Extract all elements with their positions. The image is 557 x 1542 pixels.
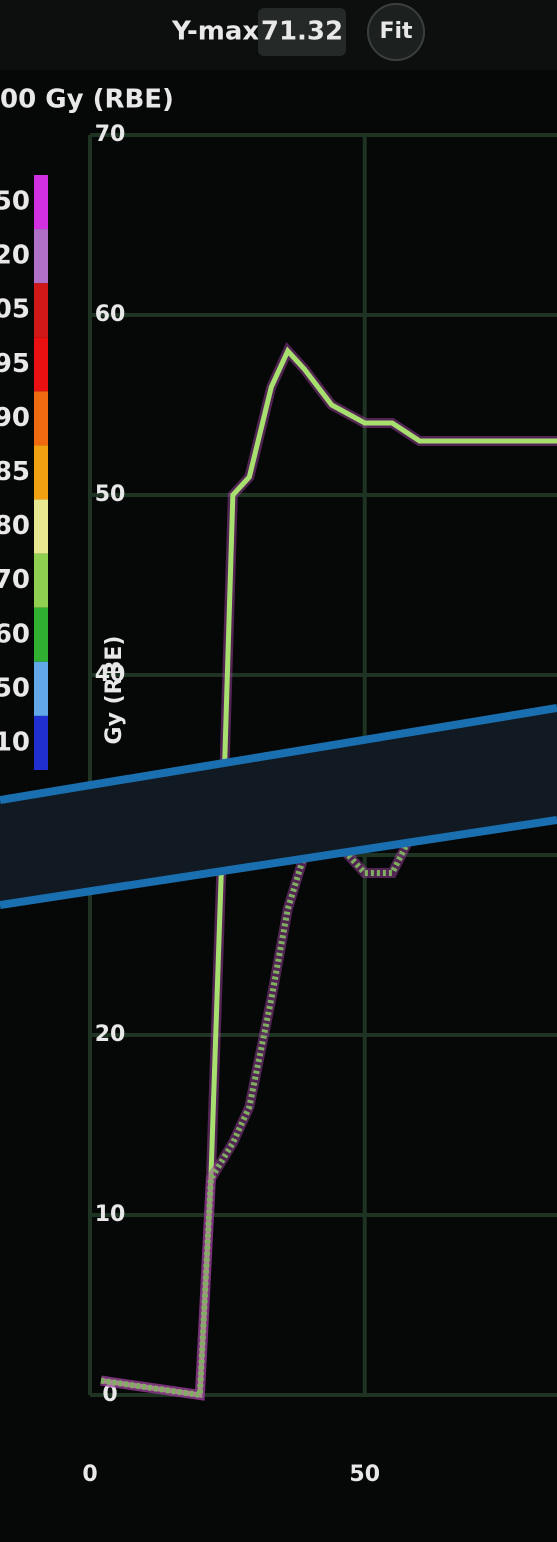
y-tick-label: 0 bbox=[102, 1382, 117, 1407]
fit-label: Fit bbox=[379, 19, 413, 44]
banner-edge bbox=[0, 704, 557, 804]
colorbar-swatch bbox=[34, 553, 48, 608]
x-tick-label: 50 bbox=[349, 1462, 380, 1487]
colorbar-swatch bbox=[34, 661, 48, 716]
y-tick-label: 10 bbox=[95, 1202, 126, 1227]
colorbar-label: 105 bbox=[0, 295, 30, 325]
colorbar-label: 50 bbox=[0, 673, 30, 703]
colorbar-swatch bbox=[34, 229, 48, 284]
fit-button[interactable] bbox=[367, 3, 425, 61]
banner-edge bbox=[0, 816, 557, 909]
y-tick-label: 50 bbox=[95, 482, 126, 507]
colorbar-label: 95 bbox=[0, 349, 30, 379]
colorbar-label: 90 bbox=[0, 403, 30, 433]
ymax-box[interactable] bbox=[258, 8, 346, 56]
colorbar-label: 60 bbox=[0, 619, 30, 649]
y-tick-label: 20 bbox=[95, 1022, 126, 1047]
colorbar-title: 00 Gy (RBE) bbox=[0, 85, 174, 115]
colorbar-swatch bbox=[34, 283, 48, 338]
colorbar-swatch bbox=[34, 337, 48, 392]
y-axis-label: Gy (RBE) bbox=[102, 636, 127, 745]
colorbar-swatch bbox=[34, 499, 48, 554]
colorbar-swatch bbox=[34, 175, 48, 230]
colorbar-label: 10 bbox=[0, 727, 30, 757]
ymax-label: Y-max: bbox=[171, 17, 270, 47]
colorbar-label: 80 bbox=[0, 511, 30, 541]
colorbar-swatch bbox=[34, 391, 48, 446]
y-tick-label: 60 bbox=[95, 302, 126, 327]
colorbar-swatch bbox=[34, 715, 48, 770]
colorbar-label: 120 bbox=[0, 241, 30, 271]
colorbar-label: 150 bbox=[0, 187, 30, 217]
banner bbox=[0, 704, 557, 909]
banner-band bbox=[0, 708, 557, 905]
y-tick-label: 40 bbox=[95, 662, 126, 687]
colorbar-label: 85 bbox=[0, 457, 30, 487]
colorbar-swatch bbox=[34, 607, 48, 662]
ymax-value: 71.32 bbox=[261, 17, 343, 47]
x-tick-label: 0 bbox=[82, 1462, 97, 1487]
y-tick-label: 70 bbox=[95, 122, 126, 147]
data-line bbox=[100, 346, 557, 1398]
colorbar-label: 70 bbox=[0, 565, 30, 595]
colorbar-swatch bbox=[34, 445, 48, 500]
